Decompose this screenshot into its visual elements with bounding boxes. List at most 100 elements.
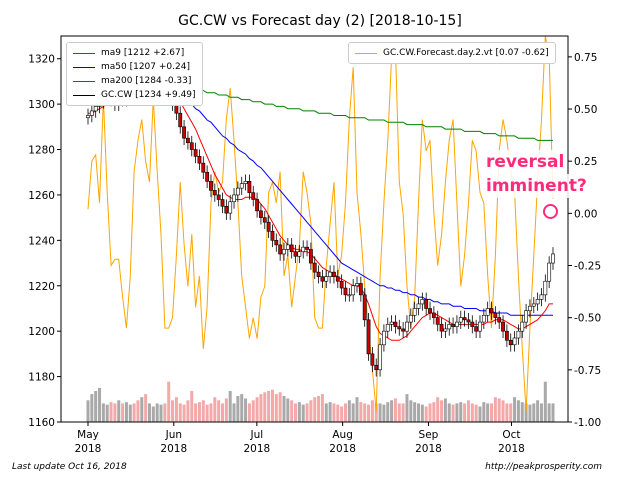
volume-bars	[86, 381, 555, 422]
volume-bar	[190, 391, 194, 422]
candle-body	[504, 330, 509, 341]
volume-bar	[147, 403, 151, 422]
legend-swatch-ma50	[73, 66, 95, 68]
volume-bar	[221, 403, 225, 422]
volume-bar	[539, 403, 543, 422]
volume-bar	[497, 398, 501, 422]
candle-body	[239, 183, 244, 189]
volume-bar	[194, 403, 198, 422]
right-tick-label: -1.00	[574, 417, 601, 429]
volume-bar	[255, 397, 259, 422]
candle-body	[205, 171, 210, 182]
candle-body	[524, 310, 528, 323]
volume-bar	[232, 403, 236, 422]
candle-body	[289, 244, 294, 253]
volume-bar	[424, 406, 428, 422]
candle-body	[228, 201, 233, 214]
volume-bar	[516, 400, 520, 422]
volume-bar	[416, 403, 420, 422]
candle-body	[232, 194, 236, 203]
volume-bar	[124, 402, 128, 422]
annotation-text: reversal imminent?	[484, 150, 589, 198]
candle-body	[451, 324, 455, 327]
volume-bar	[478, 406, 482, 422]
candle-body	[358, 283, 363, 296]
legend-item-ma9: ma9 [1212 +2.67]	[73, 46, 196, 60]
volume-bar	[359, 402, 363, 422]
candle-body	[335, 276, 340, 282]
volume-bar	[309, 400, 313, 422]
candle-body	[189, 142, 194, 150]
right-tick-label: -0.75	[574, 365, 601, 377]
volume-bar	[171, 400, 175, 422]
x-tick-label-year: 2018	[415, 443, 442, 455]
legend-swatch-price	[73, 94, 95, 96]
x-tick-label-month: Aug	[332, 429, 353, 441]
legend-swatch-ma9	[73, 52, 95, 54]
volume-bar	[505, 403, 509, 422]
volume-bar	[547, 403, 551, 422]
candle-body	[343, 287, 348, 296]
candle-body	[481, 314, 486, 323]
volume-bar	[363, 403, 367, 422]
volume-bar	[236, 395, 240, 422]
volume-bar	[343, 403, 347, 422]
left-tick-label: 1300	[28, 99, 55, 111]
volume-bar	[413, 402, 417, 422]
candle-body	[224, 205, 229, 214]
candle-body	[93, 106, 98, 112]
annotation-line-2: imminent?	[484, 174, 589, 198]
x-tick-label-year: 2018	[329, 443, 356, 455]
candle-body	[447, 324, 452, 330]
volume-bar	[313, 397, 317, 422]
candle-body	[435, 317, 440, 325]
volume-bar	[267, 391, 271, 422]
volume-bar	[244, 398, 248, 422]
volume-bar	[224, 398, 228, 422]
candle-body	[551, 253, 555, 264]
candle-body	[466, 319, 471, 323]
volume-bar	[286, 398, 290, 422]
volume-bar	[543, 381, 547, 422]
right-tick-label: 0.25	[574, 156, 597, 168]
legend-item-forecast: GC.CW.Forecast.day.2.vt [0.07 -0.62]	[355, 46, 549, 60]
volume-bar	[186, 400, 190, 422]
volume-bar	[336, 404, 340, 422]
candle-body	[420, 299, 425, 305]
volume-bar	[98, 387, 102, 422]
volume-bar	[251, 400, 255, 422]
volume-bar	[520, 402, 524, 422]
legend-item-ma200: ma200 [1284 -0.33]	[73, 74, 196, 88]
volume-bar	[401, 403, 405, 422]
left-tick-label: 1240	[28, 235, 55, 247]
volume-bar	[332, 403, 336, 422]
price-candles	[86, 79, 555, 377]
candle-body	[497, 317, 502, 323]
volume-bar	[213, 397, 217, 422]
volume-bar	[328, 402, 332, 422]
legend-label-forecast: GC.CW.Forecast.day.2.vt [0.07 -0.62]	[383, 48, 549, 58]
candle-body	[489, 308, 494, 314]
volume-bar	[144, 394, 148, 422]
candle-body	[366, 319, 371, 355]
candle-body	[301, 246, 306, 253]
volume-bar	[513, 397, 517, 422]
candle-body	[220, 199, 225, 207]
volume-bar	[278, 392, 282, 422]
volume-bar	[113, 403, 117, 422]
candle-body	[416, 303, 421, 309]
candle-body	[243, 181, 248, 184]
volume-bar	[463, 403, 467, 422]
x-tick-label-year: 2018	[160, 443, 187, 455]
volume-bar	[320, 394, 324, 422]
volume-bar	[90, 394, 94, 422]
right-tick-label: 0.00	[574, 208, 597, 220]
candle-body	[339, 280, 344, 289]
volume-bar	[347, 400, 351, 422]
candle-body	[428, 308, 432, 314]
left-tick-label: 1320	[28, 54, 55, 66]
volume-bar	[228, 391, 232, 422]
volume-bar	[159, 404, 163, 422]
volume-bar	[263, 392, 267, 422]
left-tick-label: 1160	[28, 417, 55, 429]
